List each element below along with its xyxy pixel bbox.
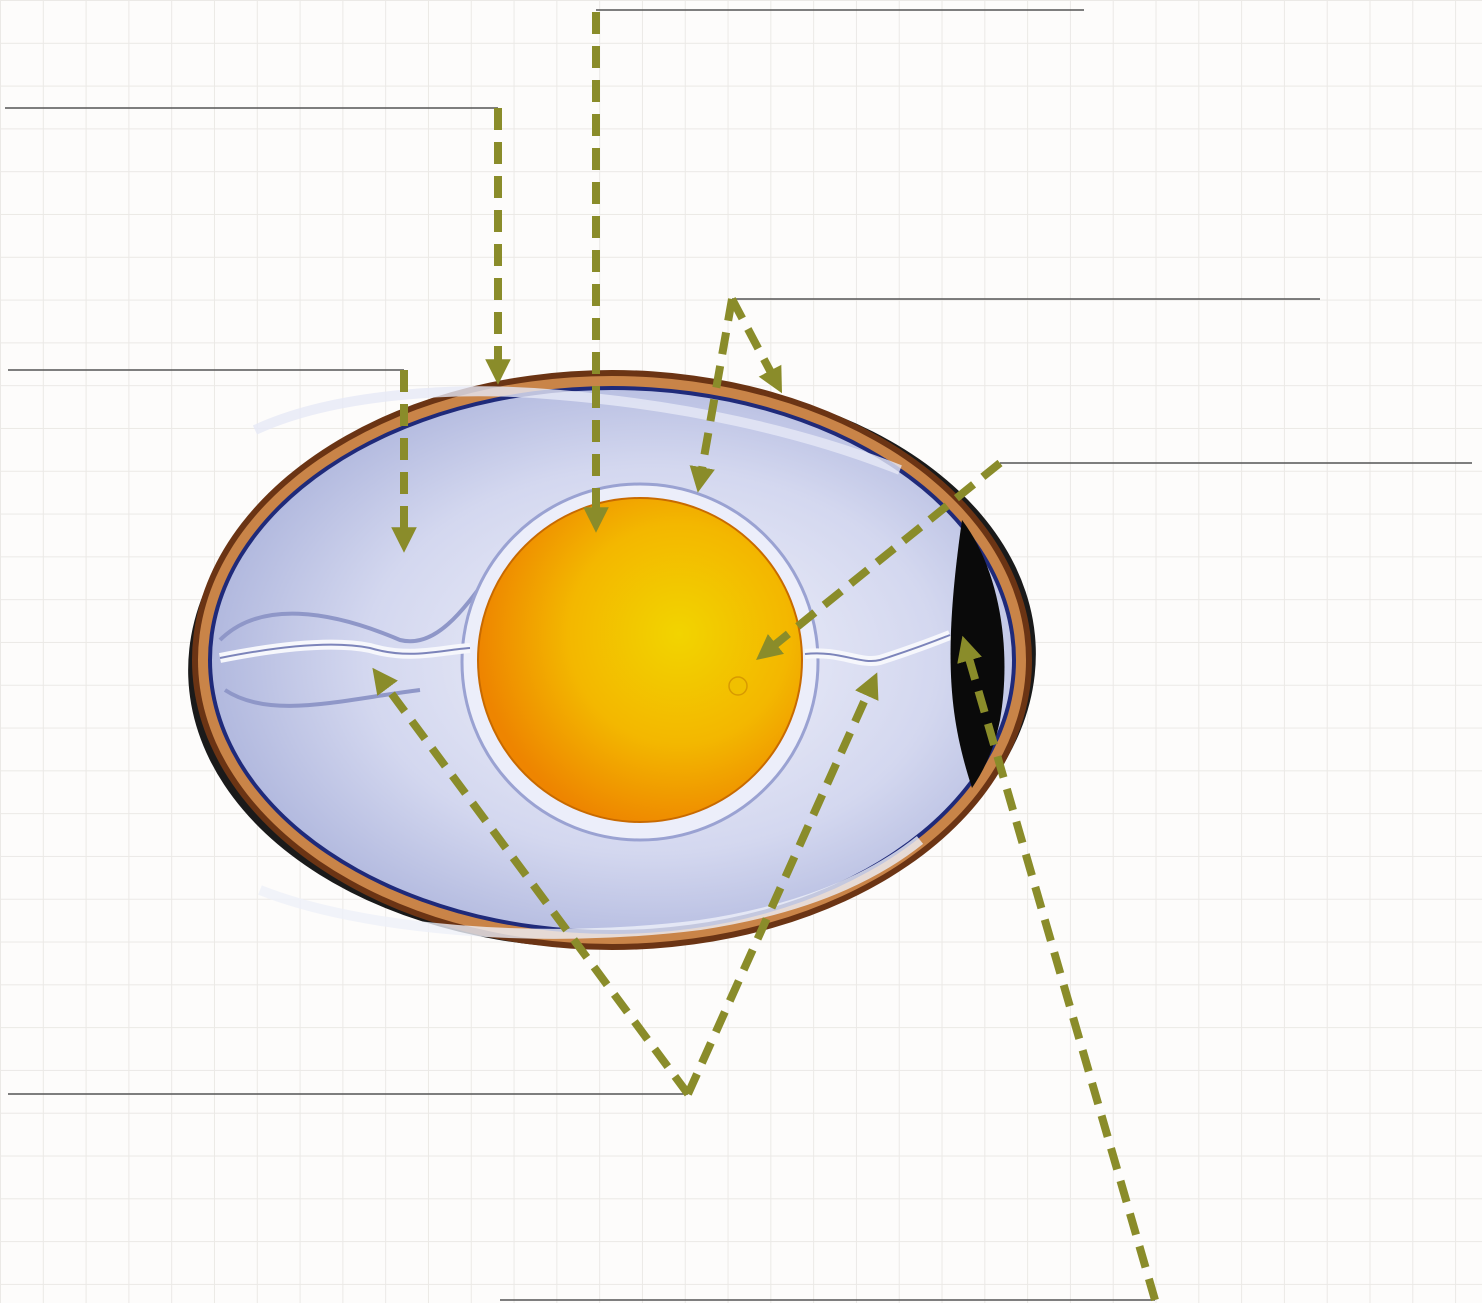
yolk bbox=[477, 497, 803, 823]
pointer-arrows bbox=[372, 12, 1159, 1302]
arrow-membrane-a bbox=[728, 297, 782, 394]
germinal-disc bbox=[728, 676, 748, 696]
arrow-air-cell bbox=[957, 635, 1159, 1302]
arrow-membrane-b bbox=[689, 298, 736, 493]
arrow-chalaza-right bbox=[684, 672, 879, 1096]
arrow-chalaza-left bbox=[372, 667, 692, 1097]
arrow-germinal-disc bbox=[756, 459, 1003, 661]
leader-lines bbox=[5, 9, 1472, 1301]
chalazae bbox=[219, 630, 952, 666]
